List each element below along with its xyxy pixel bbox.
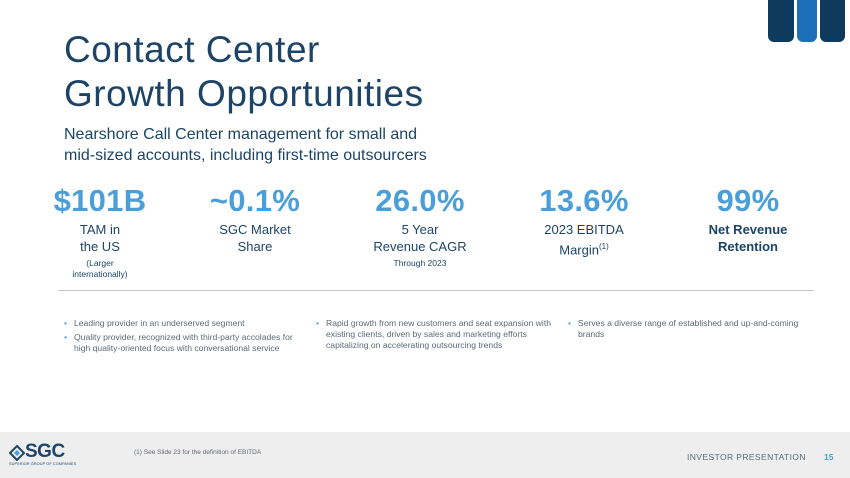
stat-label-line-2: Margin [559, 242, 599, 258]
key-stats: $101B TAM in the US (Larger internationa… [40, 182, 830, 282]
footnote: (1) See Slide 23 for the definition of E… [134, 449, 262, 456]
stat-label: TAM in the US [25, 221, 175, 255]
stat-label-line-2: Revenue CAGR [373, 239, 467, 254]
stat-label: 2023 EBITDA Margin(1) [509, 221, 659, 258]
stat-label-line-1: Net Revenue [708, 222, 788, 237]
list-item: Serves a diverse range of established an… [568, 318, 808, 340]
footer: SGC SUPERIOR GROUP OF COMPANIES (1) See … [0, 432, 850, 478]
footnote-marker: (1) [598, 242, 609, 251]
stat-label-line-1: 2023 EBITDA [544, 222, 624, 237]
logo-tagline: SUPERIOR GROUP OF COMPANIES [9, 462, 77, 466]
logo-mark-icon [9, 445, 25, 461]
stat-net-revenue-retention: 99% Net Revenue Retention [673, 182, 823, 255]
corner-decoration [765, 0, 850, 42]
stat-value: ~0.1% [209, 183, 301, 218]
stat-label: Net Revenue Retention [673, 221, 823, 255]
decor-bar-blue [797, 0, 817, 42]
stat-note: Through 2023 [393, 258, 447, 268]
stat-label: SGC Market Share [180, 221, 330, 255]
list-item: Quality provider, recognized with third-… [64, 332, 294, 354]
logo-wordmark: SGC [25, 441, 65, 462]
footer-label: INVESTOR PRESENTATION [687, 452, 806, 462]
page-subtitle: Nearshore Call Center management for sma… [64, 124, 524, 166]
stat-value: 99% [716, 183, 780, 218]
stat-ebitda-margin: 13.6% 2023 EBITDA Margin(1) [509, 182, 659, 258]
stat-label-line-1: TAM in [79, 222, 121, 237]
stat-note: (Larger internationally) [25, 258, 175, 280]
stat-note-line-2: internationally) [72, 269, 128, 279]
stat-label: 5 Year Revenue CAGR [345, 221, 495, 255]
page-title: Contact Center Growth Opportunities [64, 28, 424, 116]
section-divider [58, 290, 814, 291]
list-item: Rapid growth from new customers and seat… [316, 318, 552, 351]
stat-tam: $101B TAM in the US (Larger internationa… [25, 182, 175, 280]
stat-label-line-2: the US [80, 239, 120, 254]
stat-value: 13.6% [539, 183, 629, 218]
stat-label-line-1: SGC Market [219, 222, 291, 237]
subtitle-line-2: mid-sized accounts, including first-time… [64, 147, 427, 164]
bullet-column-2: Rapid growth from new customers and seat… [316, 318, 552, 354]
title-line-2: Growth Opportunities [64, 73, 424, 114]
stat-value: 26.0% [375, 183, 465, 218]
subtitle-line-1: Nearshore Call Center management for sma… [64, 126, 418, 143]
stat-revenue-cagr: 26.0% 5 Year Revenue CAGR Through 2023 [345, 182, 495, 269]
title-line-1: Contact Center [64, 29, 320, 70]
stat-market-share: ~0.1% SGC Market Share [180, 182, 330, 255]
stat-label-line-2: Share [237, 239, 273, 254]
list-item: Leading provider in an underserved segme… [64, 318, 294, 329]
decor-bar-dark-left [768, 0, 794, 42]
stat-label-line-2: Retention [718, 239, 778, 254]
company-logo: SGC SUPERIOR GROUP OF COMPANIES [9, 441, 76, 469]
stat-note-line-1: (Larger [86, 258, 114, 268]
page-number: 15 [824, 452, 834, 462]
stat-value: $101B [53, 183, 147, 218]
bullet-column-1: Leading provider in an underserved segme… [64, 318, 294, 357]
bullet-column-3: Serves a diverse range of established an… [568, 318, 808, 343]
decor-bar-dark-right [820, 0, 845, 42]
stat-label-line-1: 5 Year [401, 222, 439, 237]
